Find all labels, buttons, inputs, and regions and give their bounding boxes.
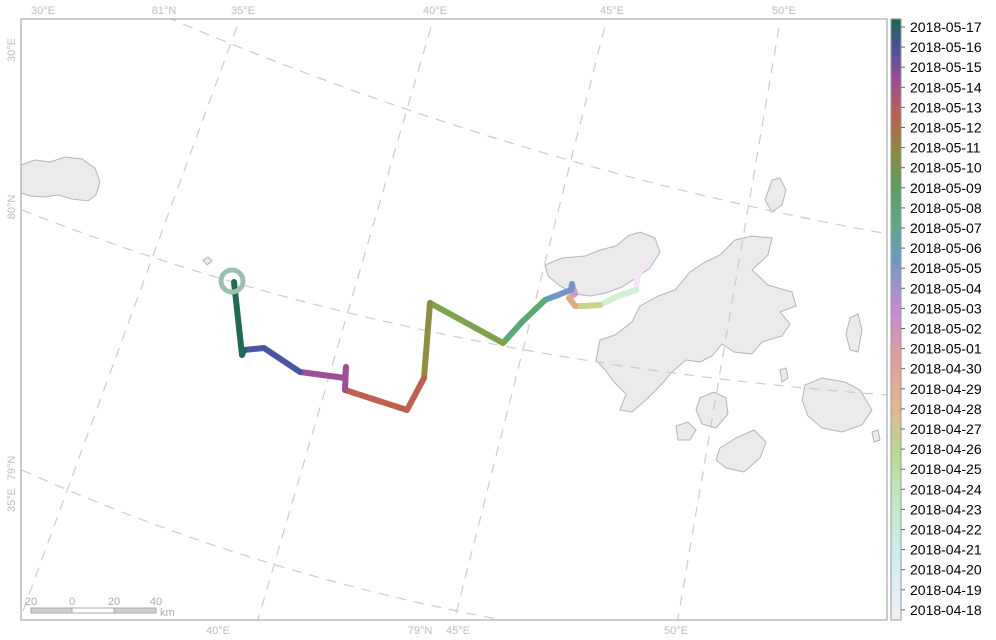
- scale-bar-tick-label: 20: [108, 596, 120, 608]
- land-main-island-east: [595, 235, 797, 413]
- land-islet-e: [779, 367, 789, 383]
- graticule-labels-left: 30°E 80°N 79°N 35°E: [6, 38, 18, 512]
- graticule: [21, 19, 887, 620]
- legend-label: 2018-04-30: [910, 361, 982, 377]
- legend-label: 2018-04-28: [910, 401, 982, 417]
- graticule-meridian-45e: [453, 19, 608, 620]
- legend-label: 2018-05-11: [910, 140, 981, 156]
- track-segment-3: [572, 302, 603, 309]
- land-islet-b: [695, 391, 729, 429]
- track-segment-2: [597, 287, 639, 308]
- graticule-label-top: 30°E: [31, 5, 55, 17]
- scale-bar: 20 0 20 40 km: [25, 596, 175, 619]
- legend-label: 2018-05-13: [910, 99, 982, 115]
- scale-bar-tick-label: 40: [150, 596, 162, 608]
- track-segment-10: [342, 375, 427, 413]
- land-islet-a: [845, 313, 863, 353]
- graticule-parallel-79n: [21, 469, 506, 620]
- graticule-labels-top: 30°E 81°N 35°E 40°E 45°E 50°E: [31, 5, 796, 17]
- land-southeast-island: [801, 377, 873, 433]
- graticule-label-bottom: 40°E: [206, 625, 230, 637]
- legend-label: 2018-05-06: [910, 240, 982, 256]
- legend-label: 2018-04-19: [910, 582, 982, 598]
- graticule-meridian-35e: [21, 19, 241, 619]
- legend-label: 2018-04-23: [910, 501, 982, 517]
- graticule-label-left: 79°N: [6, 456, 18, 481]
- graticule-label-left: 30°E: [6, 38, 18, 62]
- land-islet-f: [871, 429, 881, 443]
- graticule-meridian-40e: [257, 19, 434, 620]
- land-masses: [21, 156, 881, 473]
- graticule-label-top: 50°E: [772, 5, 796, 17]
- graticule-label-left: 80°N: [6, 195, 18, 220]
- graticule-meridian-50e: [677, 19, 782, 620]
- map-frame: [20, 18, 888, 621]
- legend-labels: 2018-05-17 2018-05-16 2018-05-15 2018-05-14…: [901, 19, 982, 618]
- legend-colorbar: [890, 18, 902, 621]
- legend-label: 2018-05-14: [910, 79, 982, 95]
- track-segment-9: [421, 300, 433, 381]
- legend-label: 2018-05-02: [910, 321, 982, 337]
- legend-label: 2018-05-03: [910, 300, 982, 316]
- land-islet-c: [675, 421, 697, 441]
- land-small-islet: [202, 256, 213, 266]
- legend-label: 2018-05-12: [910, 120, 982, 136]
- legend-label: 2018-05-07: [910, 220, 982, 236]
- graticule-label-top: 45°E: [600, 5, 624, 17]
- track-segment-13: [231, 279, 247, 358]
- land-islet-d: [715, 429, 767, 473]
- legend-label: 2018-04-21: [910, 542, 982, 558]
- legend-label: 2018-04-25: [910, 461, 982, 477]
- scale-bar-tick-label: 0: [69, 596, 75, 608]
- track-start-marker[interactable]: [218, 267, 246, 295]
- track-segment-12: [241, 345, 303, 375]
- land-west-island: [21, 156, 101, 202]
- legend-label: 2018-05-15: [910, 59, 982, 75]
- track-segment-6: [542, 281, 575, 303]
- legend-label: 2018-05-17: [910, 19, 982, 35]
- graticule-label-left: 35°E: [6, 488, 18, 512]
- track-segment-1: [633, 257, 649, 293]
- animal-track: [231, 257, 649, 413]
- legend-label: 2018-05-01: [910, 341, 982, 357]
- graticule-parallel-80n: [21, 209, 887, 396]
- graticule-label-top: 35°E: [231, 5, 255, 17]
- legend-label: 2018-05-10: [910, 160, 982, 176]
- scale-bar-segment: [113, 607, 157, 614]
- legend-label: 2018-05-08: [910, 200, 982, 216]
- land-northeast-islet: [764, 177, 787, 213]
- graticule-labels-bottom: 40°E 79°N 45°E 50°E: [206, 625, 688, 637]
- scale-bar-tick-label: 20: [25, 596, 37, 608]
- track-segment-7: [500, 297, 548, 346]
- graticule-label-top: 81°N: [152, 5, 177, 17]
- scale-bar-segment: [30, 607, 73, 614]
- legend: 2018-05-17 2018-05-16 2018-05-15 2018-05-14…: [890, 18, 982, 621]
- scale-bar-unit: km: [160, 607, 175, 619]
- track-segment-8: [427, 300, 506, 346]
- legend-label: 2018-04-18: [910, 602, 982, 618]
- legend-label: 2018-04-20: [910, 562, 982, 578]
- graticule-label-top: 40°E: [423, 5, 447, 17]
- legend-label: 2018-05-04: [910, 280, 982, 296]
- legend-label: 2018-04-24: [910, 481, 982, 497]
- legend-label: 2018-04-29: [910, 381, 982, 397]
- graticule-label-bottom: 79°N: [408, 625, 433, 637]
- legend-label: 2018-05-09: [910, 180, 982, 196]
- track-segment-11: [297, 364, 349, 393]
- legend-label: 2018-04-22: [910, 522, 982, 538]
- graticule-label-bottom: 45°E: [446, 625, 470, 637]
- legend-label: 2018-04-27: [910, 421, 982, 437]
- graticule-parallel-81n: [169, 19, 887, 235]
- scale-bar-segment: [71, 607, 115, 614]
- legend-label: 2018-05-05: [910, 260, 982, 276]
- legend-label: 2018-04-26: [910, 441, 982, 457]
- graticule-label-bottom: 50°E: [664, 625, 688, 637]
- legend-label: 2018-05-16: [910, 39, 982, 55]
